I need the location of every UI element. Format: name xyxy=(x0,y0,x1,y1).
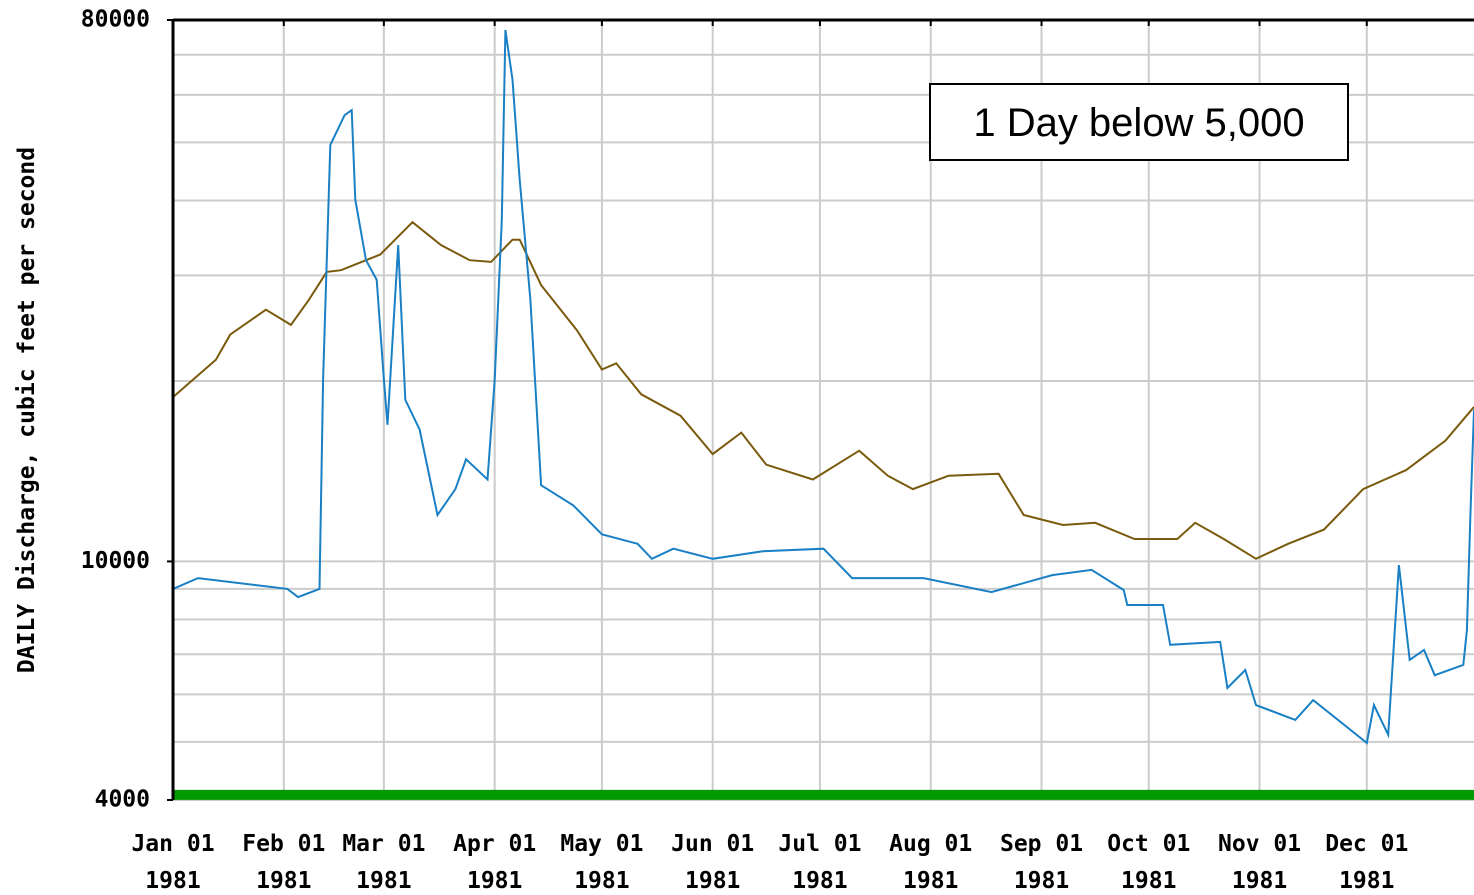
x-tick-label: 1981 xyxy=(1339,868,1394,894)
x-tick-label: Jul 01 xyxy=(778,831,861,857)
x-tick-label: 1981 xyxy=(574,868,629,894)
x-tick-label: Apr 01 xyxy=(453,831,536,857)
line-series xyxy=(172,29,1474,745)
x-tick-label: Dec 01 xyxy=(1325,831,1408,857)
y-tick-label: 4000 xyxy=(95,787,150,813)
x-tick-label: 1981 xyxy=(792,868,847,894)
x-tick-label: 1981 xyxy=(1121,868,1176,894)
x-tick-label: 1981 xyxy=(467,868,522,894)
x-tick-label: Sep 01 xyxy=(1000,831,1083,857)
x-tick-label: 1981 xyxy=(685,868,740,894)
x-tick-label: Jun 01 xyxy=(671,831,754,857)
annotation: 1 Day below 5,000 xyxy=(973,101,1304,145)
x-tick-label: Feb 01 xyxy=(242,831,325,857)
x-tick-label: Jan 01 xyxy=(131,831,214,857)
x-tick-label: 1981 xyxy=(256,868,311,894)
y-tick-label: 10000 xyxy=(81,548,150,574)
y-tick-label: 80000 xyxy=(81,7,150,33)
x-tick-label: May 01 xyxy=(560,831,643,857)
x-tick-label: 1981 xyxy=(1014,868,1069,894)
x-tick-label: 1981 xyxy=(356,868,411,894)
x-tick-label: Nov 01 xyxy=(1218,831,1301,857)
line-series xyxy=(172,220,1474,560)
x-tick-label: Mar 01 xyxy=(342,831,425,857)
annotation-box xyxy=(929,83,1349,161)
x-tick-label: 1981 xyxy=(1232,868,1287,894)
x-tick-label: Oct 01 xyxy=(1107,831,1190,857)
x-tick-label: Aug 01 xyxy=(889,831,972,857)
x-tick-label: 1981 xyxy=(145,868,200,894)
x-tick-label: 1981 xyxy=(903,868,958,894)
y-axis-label: DAILY Discharge, cubic feet per second xyxy=(14,147,40,673)
